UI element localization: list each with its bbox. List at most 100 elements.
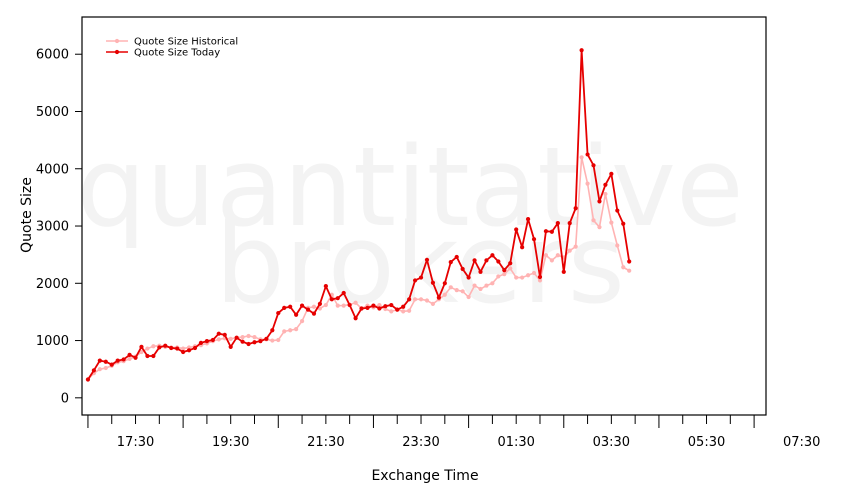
data-point: [496, 259, 501, 264]
y-tick-label: 3000: [36, 220, 69, 235]
data-point: [627, 268, 632, 273]
data-point: [252, 340, 257, 345]
data-point: [335, 303, 340, 308]
data-point: [192, 345, 198, 351]
data-point: [305, 307, 311, 312]
y-tick-label: 4000: [36, 162, 69, 177]
data-point: [520, 275, 525, 280]
data-point: [454, 288, 459, 293]
data-point: [609, 171, 614, 177]
data-point: [97, 358, 102, 363]
x-axis-title: Exchange Time: [371, 468, 478, 484]
data-point: [418, 275, 424, 280]
x-tick-label: 23:30: [402, 435, 439, 450]
data-point: [157, 345, 162, 350]
data-point: [294, 312, 299, 317]
data-point: [567, 221, 572, 226]
data-point: [555, 253, 560, 258]
data-point: [442, 292, 447, 297]
data-point: [169, 345, 174, 351]
data-point: [276, 310, 281, 316]
legend-label: Quote Size Today: [134, 48, 220, 59]
data-point: [377, 306, 382, 311]
legend-entry: Quote Size Today: [106, 48, 220, 59]
y-tick-label: 5000: [36, 105, 69, 120]
data-point: [91, 368, 96, 373]
data-point: [460, 289, 465, 294]
data-point: [288, 328, 293, 333]
series-layer: [85, 48, 632, 382]
x-tick-label: 05:30: [688, 435, 725, 450]
data-point: [371, 303, 376, 308]
data-point: [353, 316, 358, 321]
data-point: [282, 305, 287, 311]
data-point: [412, 297, 418, 302]
data-point: [448, 285, 453, 290]
y-tick-label: 2000: [36, 277, 69, 292]
data-point: [591, 163, 596, 168]
data-point: [121, 357, 126, 362]
data-point: [282, 329, 287, 334]
plot-frame: [81, 16, 767, 416]
data-point: [299, 303, 305, 308]
data-point: [329, 297, 334, 302]
data-point: [603, 191, 608, 197]
y-axis-title: Quote Size: [19, 177, 35, 253]
data-point: [317, 306, 323, 311]
data-point: [502, 268, 507, 273]
legend-entry: Quote Size Historical: [106, 37, 238, 48]
data-point: [198, 340, 204, 345]
data-point: [228, 344, 233, 349]
data-point: [621, 221, 626, 226]
data-point: [490, 281, 495, 286]
data-point: [383, 304, 388, 309]
x-tick-label: 17:30: [117, 435, 154, 450]
data-point: [537, 278, 543, 283]
data-point: [276, 337, 281, 343]
data-point: [145, 346, 150, 351]
data-point: [389, 309, 394, 314]
data-point: [353, 300, 358, 305]
data-point: [514, 227, 519, 232]
data-point: [139, 344, 144, 349]
data-point: [252, 335, 257, 340]
x-tick-label: 03:30: [593, 435, 630, 450]
data-point: [496, 274, 501, 279]
data-point: [341, 290, 346, 296]
data-point: [181, 349, 186, 355]
data-point: [585, 181, 590, 186]
data-point: [484, 258, 489, 263]
y-tick-label: 0: [61, 391, 69, 406]
data-point: [163, 343, 168, 348]
legend-swatch-point: [114, 49, 120, 55]
data-point: [525, 273, 531, 278]
data-point: [335, 296, 340, 301]
data-point: [240, 339, 245, 344]
data-point: [270, 328, 275, 333]
data-point: [377, 302, 382, 308]
data-point: [466, 294, 471, 300]
data-point: [186, 348, 192, 353]
data-point: [347, 302, 352, 308]
data-point: [520, 245, 525, 250]
data-point: [181, 346, 186, 351]
data-point: [264, 336, 269, 341]
data-point: [294, 327, 299, 332]
data-point: [502, 272, 507, 277]
data-point: [418, 297, 424, 302]
data-point: [555, 221, 560, 226]
data-point: [258, 339, 263, 344]
data-point: [341, 303, 346, 308]
data-point: [85, 377, 91, 382]
data-point: [478, 269, 483, 274]
data-point: [597, 199, 602, 204]
data-point: [591, 218, 596, 223]
data-point: [151, 353, 156, 359]
data-point: [288, 304, 293, 309]
data-point: [407, 308, 412, 313]
x-tick-label: 21:30: [307, 435, 344, 450]
data-point: [323, 302, 328, 308]
data-point: [389, 302, 394, 308]
data-point: [454, 254, 459, 260]
